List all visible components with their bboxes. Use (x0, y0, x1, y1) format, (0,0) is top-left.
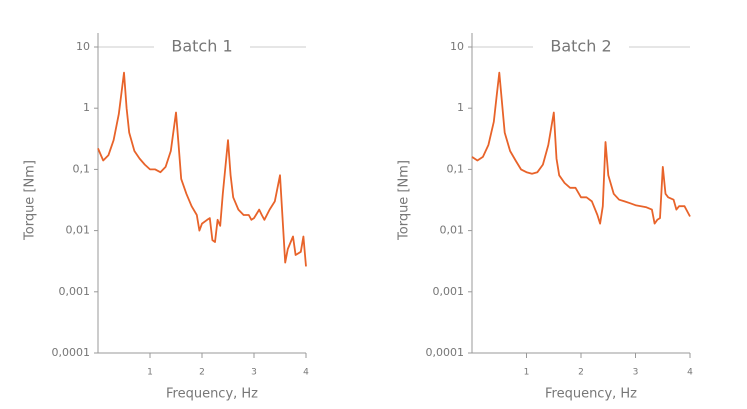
y-tick-label: 0,01 (66, 224, 91, 237)
y-tick-label: 0,0001 (426, 346, 465, 359)
y-axis-label: Torque [Nm] (397, 160, 412, 241)
y-tick-label: 0,1 (73, 162, 91, 175)
x-tick-label: 1 (524, 368, 530, 378)
x-tick-label: 3 (251, 368, 257, 378)
y-tick-label: 10 (450, 40, 464, 53)
line-series (97, 71, 307, 267)
y-tick-label: 0,01 (440, 224, 465, 237)
y-tick-label: 0,001 (433, 285, 465, 298)
y-tick-label: 0,1 (447, 162, 465, 175)
title-bg (154, 35, 250, 59)
x-tick-label: 1 (147, 368, 153, 378)
x-tick-label: 2 (199, 368, 205, 378)
y-tick-label: 1 (457, 101, 464, 114)
y-tick-label: 0,0001 (52, 346, 91, 359)
x-tick-label: 4 (303, 368, 309, 378)
x-axis-label: Frequency, Hz (545, 387, 637, 402)
y-tick-label: 0,001 (59, 285, 91, 298)
x-tick-label: 3 (633, 368, 639, 378)
x-axis-label: Frequency, Hz (166, 387, 258, 402)
line-series (471, 71, 691, 225)
y-tick-label: 10 (76, 40, 90, 53)
x-tick-label: 4 (687, 368, 693, 378)
chart-title: Batch 2 (550, 37, 611, 56)
title-bg (533, 35, 629, 59)
chart-title: Batch 1 (171, 37, 232, 56)
y-tick-label: 1 (83, 101, 90, 114)
x-tick-label: 2 (578, 368, 584, 378)
y-axis-label: Torque [Nm] (23, 160, 38, 241)
